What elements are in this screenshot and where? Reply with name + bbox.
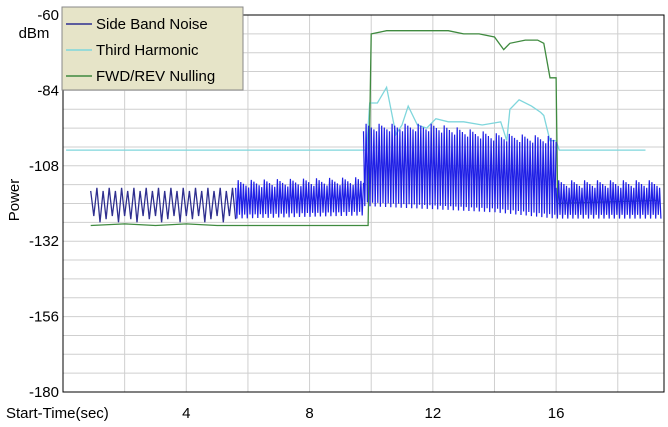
series-line-1	[66, 85, 646, 151]
x-tick-label: 16	[548, 405, 565, 422]
y-tick-label: -60	[37, 7, 59, 24]
y-tick-label: -156	[29, 309, 59, 326]
y-tick-label: -132	[29, 233, 59, 250]
series-line-0	[90, 187, 237, 223]
series-line-2	[90, 30, 658, 227]
noise-band-0	[235, 177, 365, 219]
legend-box	[61, 6, 244, 91]
y-axis-unit: dBm	[19, 25, 50, 42]
noise-band-2	[555, 180, 662, 219]
legend: Side Band Noise Third Harmonic FWD/REV Nul…	[61, 6, 244, 91]
x-tick-label: 12	[425, 405, 442, 422]
legend-label: FWD/REV Nulling	[96, 68, 215, 85]
y-axis-title: Power	[6, 179, 23, 222]
series-layer	[66, 30, 662, 227]
x-tick-label: 8	[305, 405, 313, 422]
y-tick-label: -108	[29, 158, 59, 175]
x-tick-label: 4	[182, 405, 190, 422]
legend-label: Third Harmonic	[96, 42, 199, 59]
tick-labels: -60 -84 -108 -132 -156 -180 4 8 12 16	[29, 7, 565, 422]
x-axis-title: Start-Time(sec)	[6, 405, 109, 422]
y-tick-label: -84	[37, 82, 59, 99]
plot-frame	[62, 14, 665, 393]
y-tick-label: -180	[29, 384, 59, 401]
noise-band-1	[362, 123, 557, 219]
legend-label: Side Band Noise	[96, 16, 208, 33]
